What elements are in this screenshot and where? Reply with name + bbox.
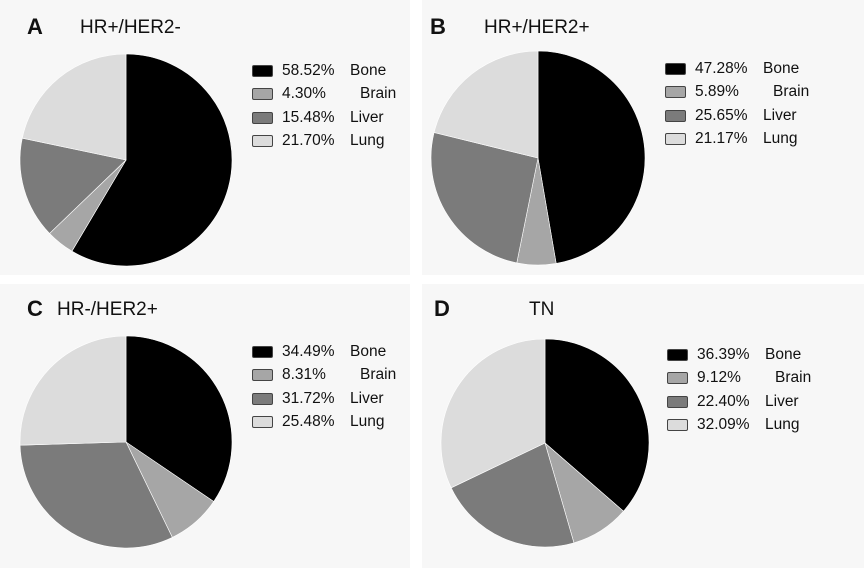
legend-label: Brain (775, 369, 812, 387)
legend-value: 21.70% (282, 132, 335, 150)
legend-label: Bone (350, 61, 387, 79)
panel-d: D TN 36.39% Bone 9.12% Brain 22.40% Live… (422, 284, 864, 568)
legend-swatch (252, 135, 273, 148)
legend-value: 8.31% (282, 366, 326, 384)
legend-label: Brain (360, 366, 397, 384)
legend-label: Bone (763, 59, 800, 77)
pie-c (19, 335, 233, 549)
legend-swatch (252, 64, 273, 77)
pie-slice-liver (19, 137, 127, 234)
legend-label: Brain (360, 85, 397, 103)
pie-b (430, 50, 646, 266)
legend-value: 58.52% (282, 61, 335, 79)
legend-swatch (665, 62, 686, 75)
pie-slice-bone (125, 335, 233, 502)
pie-slice-lung (433, 50, 539, 159)
legend-item-liver: 22.40% Liver (667, 390, 811, 414)
legend-label: Lung (763, 130, 798, 148)
legend-swatch (667, 372, 688, 385)
legend-swatch (667, 395, 688, 408)
legend-label: Brain (773, 83, 810, 101)
legend-label: Lung (765, 416, 800, 434)
legend-label: Liver (765, 392, 799, 410)
panel-label: A (27, 14, 43, 39)
panel-c: C HR-/HER2+ 34.49% Bone 8.31% Brain 31.7… (0, 284, 410, 568)
pie-slice-bone (537, 50, 646, 264)
legend-item-brain: 4.30% Brain (252, 83, 396, 107)
pie-d (440, 338, 650, 548)
legend-item-bone: 58.52% Bone (252, 59, 396, 83)
legend-swatch (665, 109, 686, 122)
legend-item-brain: 9.12% Brain (667, 367, 811, 391)
legend-item-bone: 34.49% Bone (252, 340, 396, 364)
legend-item-lung: 21.17% Lung (665, 128, 809, 152)
chart-title: HR+/HER2- (80, 17, 181, 38)
pie-a (19, 53, 233, 267)
legend-item-lung: 25.48% Lung (252, 411, 396, 435)
pie-slice-bone (71, 53, 233, 267)
pie-slice-liver (430, 132, 539, 264)
panel-a: A HR+/HER2- 58.52% Bone 4.30% Brain 15.4… (0, 0, 410, 275)
legend-item-lung: 32.09% Lung (667, 414, 811, 438)
legend-value: 4.30% (282, 85, 326, 103)
legend-value: 34.49% (282, 342, 335, 360)
legend-label: Lung (350, 413, 385, 431)
legend-swatch (252, 111, 273, 124)
legend: 58.52% Bone 4.30% Brain 15.48% Liver 21.… (252, 59, 396, 153)
legend-swatch (667, 419, 688, 432)
legend-label: Liver (350, 108, 384, 126)
legend-value: 36.39% (697, 345, 750, 363)
legend-swatch (252, 416, 273, 429)
legend-swatch (252, 88, 273, 101)
pie-slice-bone (544, 338, 650, 512)
legend: 47.28% Bone 5.89% Brain 25.65% Liver 21.… (665, 57, 809, 151)
legend-item-lung: 21.70% Lung (252, 130, 396, 154)
legend-label: Bone (350, 342, 387, 360)
legend-value: 47.28% (695, 59, 748, 77)
legend-value: 21.17% (695, 130, 748, 148)
legend-value: 25.65% (695, 106, 748, 124)
legend-value: 22.40% (697, 392, 750, 410)
legend-swatch (667, 348, 688, 361)
panel-label: B (430, 14, 446, 39)
pie-slice-liver (19, 441, 173, 549)
legend-value: 25.48% (282, 413, 335, 431)
legend: 34.49% Bone 8.31% Brain 31.72% Liver 25.… (252, 340, 396, 434)
legend-value: 15.48% (282, 108, 335, 126)
legend-item-liver: 31.72% Liver (252, 387, 396, 411)
chart-title: HR+/HER2+ (484, 17, 590, 38)
legend-label: Liver (350, 389, 384, 407)
legend-swatch (665, 86, 686, 99)
legend-swatch (252, 345, 273, 358)
legend-swatch (665, 133, 686, 146)
legend-value: 9.12% (697, 369, 741, 387)
pie-slice-lung (19, 335, 127, 446)
legend-item-bone: 47.28% Bone (665, 57, 809, 81)
legend-value: 31.72% (282, 389, 335, 407)
chart-title: HR-/HER2+ (57, 299, 158, 320)
chart-title: TN (529, 299, 555, 320)
panel-label: D (434, 296, 450, 321)
legend-item-brain: 5.89% Brain (665, 81, 809, 105)
panel-b: B HR+/HER2+ 47.28% Bone 5.89% Brain 25.6… (422, 0, 864, 275)
pie-slice-lung (21, 53, 127, 161)
legend-label: Bone (765, 345, 802, 363)
legend-item-brain: 8.31% Brain (252, 364, 396, 388)
legend-item-bone: 36.39% Bone (667, 343, 811, 367)
legend: 36.39% Bone 9.12% Brain 22.40% Liver 32.… (667, 343, 811, 437)
legend-item-liver: 15.48% Liver (252, 106, 396, 130)
legend-label: Liver (763, 106, 797, 124)
legend-swatch (252, 369, 273, 382)
legend-value: 5.89% (695, 83, 739, 101)
pie-slice-liver (450, 442, 575, 548)
legend-item-liver: 25.65% Liver (665, 104, 809, 128)
legend-value: 32.09% (697, 416, 750, 434)
legend-swatch (252, 392, 273, 405)
pie-slice-lung (440, 338, 546, 489)
legend-label: Lung (350, 132, 385, 150)
panel-label: C (27, 296, 43, 321)
